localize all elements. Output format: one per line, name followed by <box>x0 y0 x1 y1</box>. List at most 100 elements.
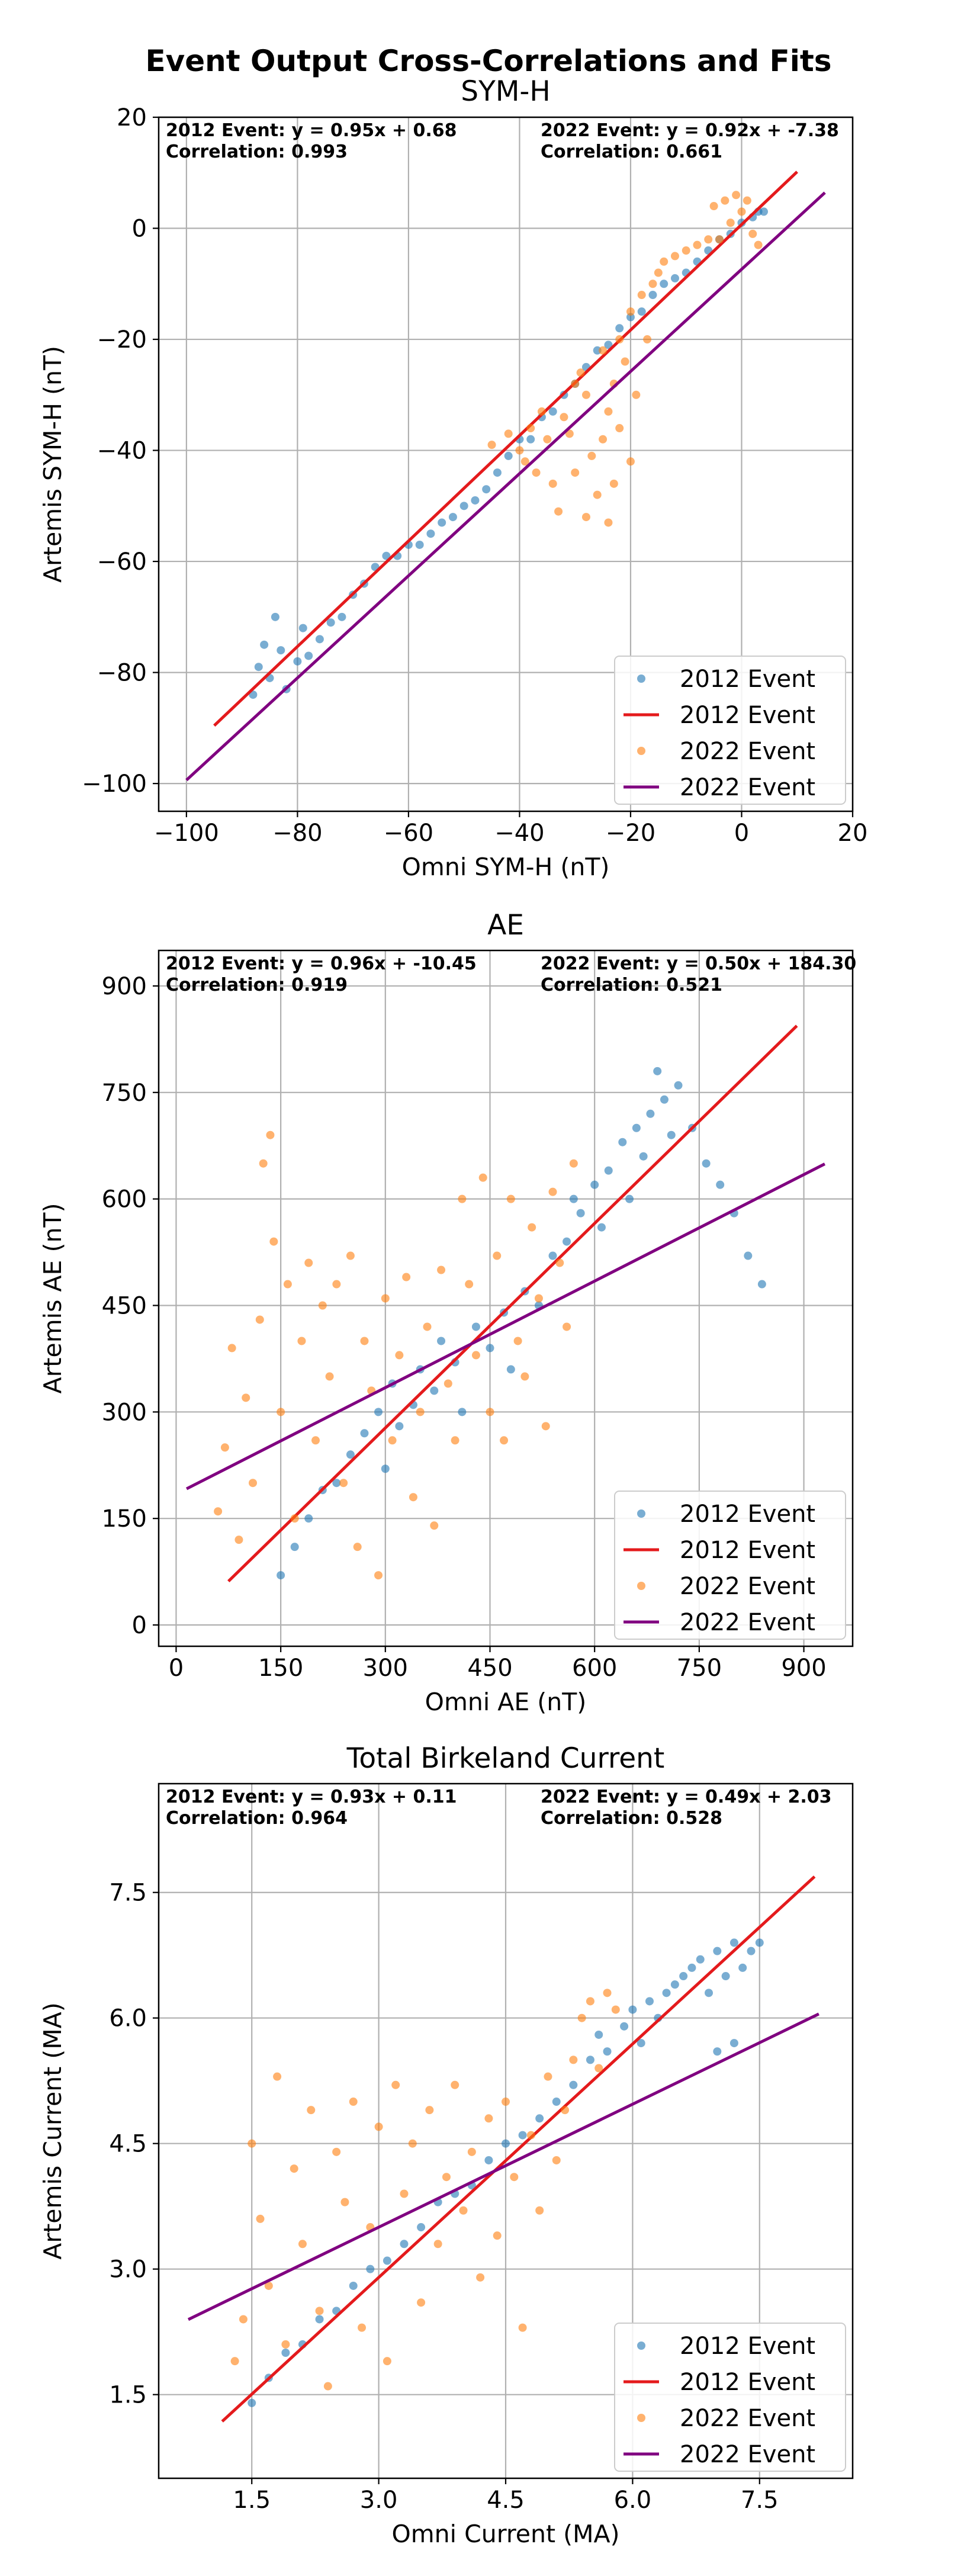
data-point <box>646 1109 655 1118</box>
data-point <box>626 307 635 316</box>
y-tick-label: −40 <box>97 438 147 465</box>
data-point <box>571 380 580 388</box>
data-point <box>548 1251 557 1260</box>
data-point <box>702 1159 711 1168</box>
data-point <box>433 2240 442 2249</box>
data-point <box>277 1408 285 1417</box>
data-point <box>569 1159 578 1168</box>
y-tick-label: 3.0 <box>109 2256 147 2283</box>
data-point <box>620 2022 629 2031</box>
data-point <box>358 2323 367 2332</box>
data-point <box>360 1429 369 1438</box>
y-tick-label: 600 <box>102 1186 147 1213</box>
data-point <box>304 1258 313 1267</box>
data-point <box>346 1251 355 1260</box>
x-tick-label: 6.0 <box>614 2487 652 2514</box>
fit-annotation: Correlation: 0.661 <box>541 142 722 162</box>
data-point <box>729 1938 738 1947</box>
data-point <box>349 2098 358 2106</box>
data-point <box>526 435 535 444</box>
data-point <box>604 1166 613 1175</box>
data-point <box>502 2098 510 2106</box>
x-tick-label: 4.5 <box>487 2487 525 2514</box>
data-point <box>748 229 757 238</box>
data-point <box>353 1543 362 1552</box>
y-tick-label: 6.0 <box>109 2005 147 2032</box>
data-point <box>543 435 552 444</box>
legend-marker <box>637 674 645 683</box>
data-point <box>535 2114 544 2123</box>
fit-line <box>221 1875 816 2423</box>
data-point <box>586 1997 594 2006</box>
axes-frame <box>158 949 854 1647</box>
data-point <box>290 1543 299 1552</box>
data-point <box>443 1379 452 1388</box>
data-point <box>471 1322 480 1331</box>
legend-marker <box>637 1509 645 1518</box>
data-point <box>271 612 279 621</box>
data-point <box>227 1344 236 1353</box>
data-point <box>747 1947 756 1955</box>
x-tick-label: 0 <box>734 820 749 847</box>
legend: 2012 Event 2012 Event 2022 Event 2022 Event <box>614 1491 846 1640</box>
legend-marker <box>637 2341 645 2350</box>
y-tick-label: 20 <box>117 104 147 131</box>
x-tick-label: −20 <box>606 820 655 847</box>
data-point <box>281 2340 290 2349</box>
data-point <box>458 1194 467 1203</box>
axes-frame <box>158 116 854 812</box>
data-point <box>381 1464 390 1473</box>
data-point <box>526 2131 535 2140</box>
data-point <box>561 2106 570 2115</box>
data-point <box>744 1251 753 1260</box>
data-point <box>586 2055 594 2064</box>
x-tick-label: −60 <box>384 820 433 847</box>
data-point <box>234 1536 243 1544</box>
chart-title: AE <box>487 909 524 942</box>
data-point <box>311 1436 320 1445</box>
legend: 2012 Event 2012 Event 2022 Event 2022 Event <box>614 656 846 805</box>
data-point <box>426 529 435 538</box>
data-point <box>603 1989 612 1997</box>
data-point <box>648 291 657 300</box>
data-point <box>430 1521 439 1530</box>
data-point <box>297 1337 306 1345</box>
legend-label: 2012 Event <box>680 2333 815 2360</box>
y-tick-label: −20 <box>97 326 147 354</box>
legend-box <box>614 1491 846 1640</box>
x-axis-label: Omni Current (MA) <box>391 2520 619 2548</box>
data-point <box>239 2315 248 2324</box>
data-point <box>639 1152 648 1161</box>
data-point <box>670 274 679 282</box>
data-point <box>637 307 646 316</box>
data-point <box>510 2173 519 2182</box>
data-point <box>425 2106 434 2115</box>
y-tick-label: 1.5 <box>109 2382 147 2409</box>
data-point <box>338 612 346 621</box>
data-point <box>715 235 724 244</box>
data-point <box>590 1180 599 1189</box>
data-point <box>315 635 324 644</box>
y-tick-label: 4.5 <box>109 2131 147 2158</box>
data-point <box>755 1938 764 1947</box>
x-tick-label: −80 <box>272 820 322 847</box>
data-point <box>637 291 646 300</box>
data-point <box>467 2147 476 2156</box>
data-point <box>670 252 679 261</box>
x-tick-label: 7.5 <box>741 2487 779 2514</box>
data-point <box>304 651 313 660</box>
fit-annotation: Correlation: 0.919 <box>166 975 348 995</box>
data-point <box>484 2114 493 2123</box>
data-point <box>729 2039 738 2048</box>
x-tick-label: 0 <box>169 1655 184 1682</box>
legend-label: 2012 Event <box>680 1537 815 1564</box>
legend-label: 2022 Event <box>680 774 815 801</box>
fit-annotation: 2022 Event: y = 0.49x + 2.03 <box>541 1787 831 1807</box>
data-point <box>423 1322 432 1331</box>
data-point <box>459 502 468 510</box>
data-point <box>307 2106 316 2115</box>
data-point <box>304 1514 313 1523</box>
data-point <box>563 1237 571 1246</box>
x-tick-label: −40 <box>494 820 544 847</box>
data-point <box>254 663 263 672</box>
